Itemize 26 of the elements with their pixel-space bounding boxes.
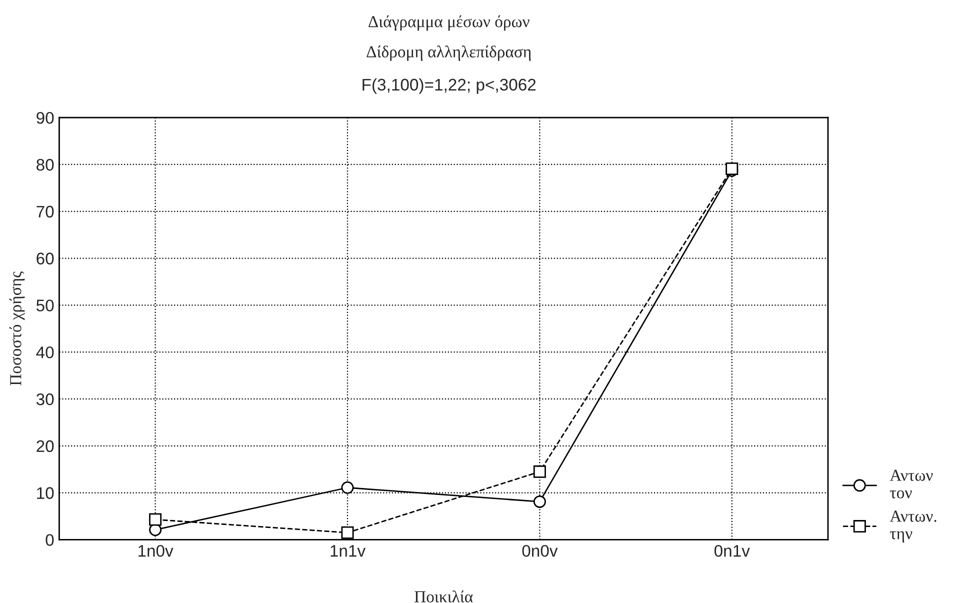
y-axis-title: Ποσοστό χρήσης bbox=[9, 272, 25, 386]
y-tick-label: 40 bbox=[36, 346, 54, 358]
point bbox=[341, 526, 354, 539]
legend-label: Αντων. την bbox=[890, 510, 936, 543]
point bbox=[533, 495, 546, 508]
x-tick-label: 0n0v bbox=[522, 544, 558, 557]
text: F(3,100)=1,22; p<,3062 bbox=[362, 78, 536, 94]
x-tick-label: 0n1v bbox=[714, 544, 750, 557]
point bbox=[149, 513, 162, 526]
y-tick-label: 50 bbox=[36, 300, 54, 312]
y-tick-label: 80 bbox=[36, 158, 54, 171]
x-tick-label: 1n0v bbox=[138, 544, 174, 557]
chart-title: Διάγραμμα μέσων όρων bbox=[368, 15, 530, 31]
y-tick-label: 20 bbox=[36, 440, 54, 452]
x-tick-label: 1n1v bbox=[330, 545, 366, 557]
y-tick-label: 60 bbox=[36, 252, 54, 264]
chart-subtitle: Δίδρομη αλληλεπίδραση bbox=[366, 46, 531, 61]
y-tick-label: 90 bbox=[36, 112, 54, 124]
legend-label: Αντων τον bbox=[890, 470, 933, 498]
y-tick-label: 0 bbox=[46, 534, 54, 546]
y-tick-label: 30 bbox=[36, 393, 54, 406]
point bbox=[533, 465, 546, 478]
y-tick-label: 10 bbox=[37, 487, 54, 499]
y-tick-label: 70 bbox=[36, 206, 54, 218]
point bbox=[341, 481, 354, 494]
x-axis-title: Ποικιλία bbox=[414, 590, 473, 602]
